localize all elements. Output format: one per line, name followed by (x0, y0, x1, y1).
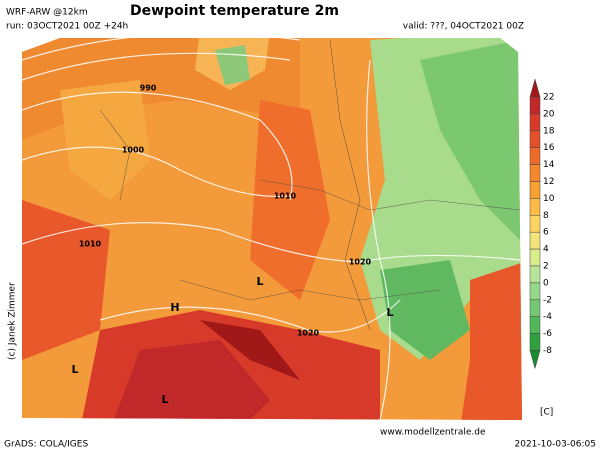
map-label: 990 (140, 84, 157, 93)
map-label: L (386, 306, 393, 319)
map-label: 1010 (274, 192, 297, 201)
colorbar-band (529, 181, 541, 199)
colorbar-tick-label: 12 (543, 177, 554, 187)
credit: (c) Janek Zimmer (8, 282, 18, 360)
colorbar-tick-label: -2 (543, 295, 552, 305)
valid-label: valid: ???, 04OCT2021 00Z (403, 22, 524, 32)
colorbar-tick-label: 6 (543, 228, 549, 238)
colorbar-arrow-top (529, 78, 541, 98)
colorbar-tick-label: 2 (543, 262, 549, 272)
map-label: 1010 (79, 240, 102, 249)
colorbar-tick-label: 14 (543, 160, 555, 170)
colorbar-tick-label: -4 (543, 312, 552, 322)
colorbar-band (529, 113, 541, 132)
colorbar-band (529, 215, 541, 233)
website: www.modellzentrale.de (380, 428, 486, 438)
model-label: WRF-ARW @12km (6, 8, 88, 18)
colorbar-tick-label: 4 (543, 245, 549, 255)
map-label: 1000 (122, 146, 145, 155)
colorbar-tick-label: 8 (543, 211, 549, 221)
run-label: run: 03OCT2021 00Z +24h (6, 22, 128, 32)
map-label: L (161, 393, 168, 406)
colorbar-band (529, 299, 541, 317)
colorbar-tick-label: 20 (543, 109, 555, 119)
footer-right: 2021-10-03-06:05 (515, 440, 597, 450)
colorbar-tick-label: -8 (543, 346, 552, 356)
colorbar-tick-label: 10 (543, 194, 555, 204)
colorbar-tick-label: 16 (543, 143, 555, 153)
colorbar-band (529, 333, 541, 351)
map-title: Dewpoint temperature 2m (130, 3, 339, 19)
colorbar-tick-label: -6 (543, 329, 552, 339)
footer-left: GrADS: COLA/IGES (4, 440, 88, 450)
colorbar-band (529, 248, 541, 267)
colorbar-band (529, 147, 541, 165)
colorbar-arrow-bottom (529, 350, 541, 370)
map-labels: 990 1000 1010 1010 1020 1020 L H L L L (71, 84, 393, 407)
colorbar-band (529, 265, 541, 284)
map-label: 1020 (349, 258, 372, 267)
colorbar-band (529, 164, 541, 182)
map-label: H (170, 301, 179, 314)
colorbar-band (529, 198, 541, 216)
colorbar-tick-label: 0 (543, 278, 549, 288)
colorbar-band (529, 96, 541, 115)
map-label: L (256, 275, 263, 288)
colorbar-tick-label: 18 (543, 126, 555, 136)
unit-label: [C] (540, 408, 553, 418)
map-label: 1020 (297, 329, 320, 338)
colorbar-band (529, 231, 541, 250)
map-label: L (71, 363, 78, 376)
colorbar-band (529, 282, 541, 301)
colorbar-tick-label: 22 (543, 93, 554, 103)
colorbar-band (529, 316, 541, 334)
map (22, 38, 522, 420)
colorbar-band (529, 130, 541, 148)
